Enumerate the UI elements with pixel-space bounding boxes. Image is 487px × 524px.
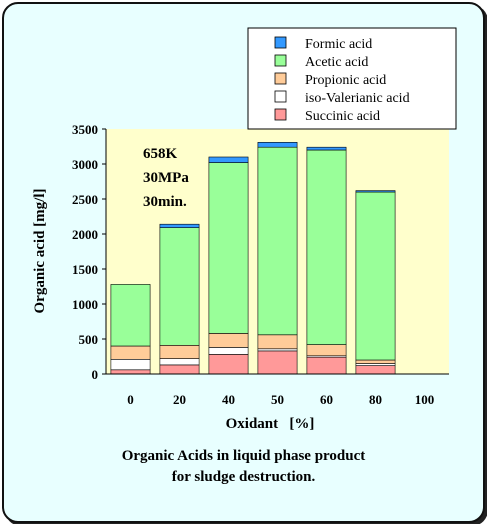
bar-segment-iso-valerianic-acid xyxy=(208,347,249,355)
bar-segment-propionic-acid xyxy=(208,333,249,348)
x-tick-label: 80 xyxy=(369,392,382,407)
legend-swatch xyxy=(274,72,287,85)
bar-segment-formic-acid xyxy=(306,146,347,151)
bar-segment-succinic-acid xyxy=(159,364,200,375)
x-tick-label: 0 xyxy=(127,392,134,407)
bar-segment-acetic-acid xyxy=(159,227,200,346)
y-tick-label: 3000 xyxy=(72,157,98,172)
x-tick-label: 40 xyxy=(222,392,235,407)
y-tick-label: 2500 xyxy=(72,192,98,207)
y-tick-label: 500 xyxy=(79,332,99,347)
legend-label: Formic acid xyxy=(305,37,372,52)
bar-segment-acetic-acid xyxy=(306,149,347,345)
legend: Formic acid Acetic acid Propionic acid iso-… xyxy=(247,27,457,130)
bar-segment-acetic-acid xyxy=(208,162,249,334)
bar-segment-iso-valerianic-acid xyxy=(110,358,151,371)
bar-segment-succinic-acid xyxy=(257,350,298,375)
y-tick-label: 3500 xyxy=(72,122,98,137)
bar-segment-acetic-acid xyxy=(110,284,151,347)
caption-line-1: Organic Acids in liquid phase product xyxy=(121,448,366,464)
y-tick-label: 1500 xyxy=(72,262,98,277)
caption-line-2: for sludge destruction. xyxy=(171,469,316,485)
bar-segment-propionic-acid xyxy=(110,345,151,360)
bar-segment-propionic-acid xyxy=(355,359,396,364)
x-tick-label: 100 xyxy=(415,392,435,407)
x-axis-label: Oxidant [%] xyxy=(226,416,315,432)
annotation-line: 30min. xyxy=(143,194,187,210)
legend-swatch xyxy=(274,90,287,103)
bar-segment-succinic-acid xyxy=(355,365,396,375)
legend-label: Acetic acid xyxy=(305,55,368,70)
bar-segment-acetic-acid xyxy=(355,191,396,361)
bar-segment-iso-valerianic-acid xyxy=(355,363,396,366)
annotation-line: 658K xyxy=(143,146,178,162)
bar-segment-iso-valerianic-acid xyxy=(159,358,200,366)
bar-segment-formic-acid xyxy=(159,223,200,228)
bar-segment-succinic-acid xyxy=(208,354,249,375)
bar-segment-succinic-acid xyxy=(110,369,151,375)
legend-swatch xyxy=(274,108,287,121)
y-tick-label: 1000 xyxy=(72,297,98,312)
legend-label: Propionic acid xyxy=(305,73,386,88)
legend-label: iso-Valerianic acid xyxy=(305,91,410,106)
legend-swatch xyxy=(274,54,287,67)
y-tick-label: 2000 xyxy=(72,227,98,242)
legend-label: Succinic acid xyxy=(305,109,380,124)
y-tick-label: 0 xyxy=(92,367,99,382)
bar-segment-acetic-acid xyxy=(257,146,298,336)
bar-segment-iso-valerianic-acid xyxy=(257,348,298,352)
bar-segment-formic-acid xyxy=(257,142,298,148)
bar-segment-propionic-acid xyxy=(159,344,200,359)
y-axis: 0 500 1000 1500 2000 2500 3000 3500 xyxy=(72,122,107,382)
bar-segment-propionic-acid xyxy=(306,344,347,357)
conditions-annotation: 658K 30MPa 30min. xyxy=(143,146,189,210)
legend-swatch xyxy=(274,36,287,49)
annotation-line: 30MPa xyxy=(143,170,189,186)
bars-group xyxy=(110,142,396,375)
bar-segment-formic-acid xyxy=(208,156,249,163)
y-axis-label: Organic acid [mg/l] xyxy=(32,189,48,314)
figure-caption: Organic Acids in liquid phase product fo… xyxy=(0,446,487,488)
x-tick-label: 50 xyxy=(271,392,284,407)
bar-segment-succinic-acid xyxy=(306,356,347,375)
x-tick-label: 60 xyxy=(320,392,333,407)
bar-segment-formic-acid xyxy=(355,190,396,193)
bar-segment-propionic-acid xyxy=(257,334,298,350)
x-axis: 0 20 40 50 60 80 100 xyxy=(106,373,449,407)
x-tick-label: 20 xyxy=(173,392,186,407)
